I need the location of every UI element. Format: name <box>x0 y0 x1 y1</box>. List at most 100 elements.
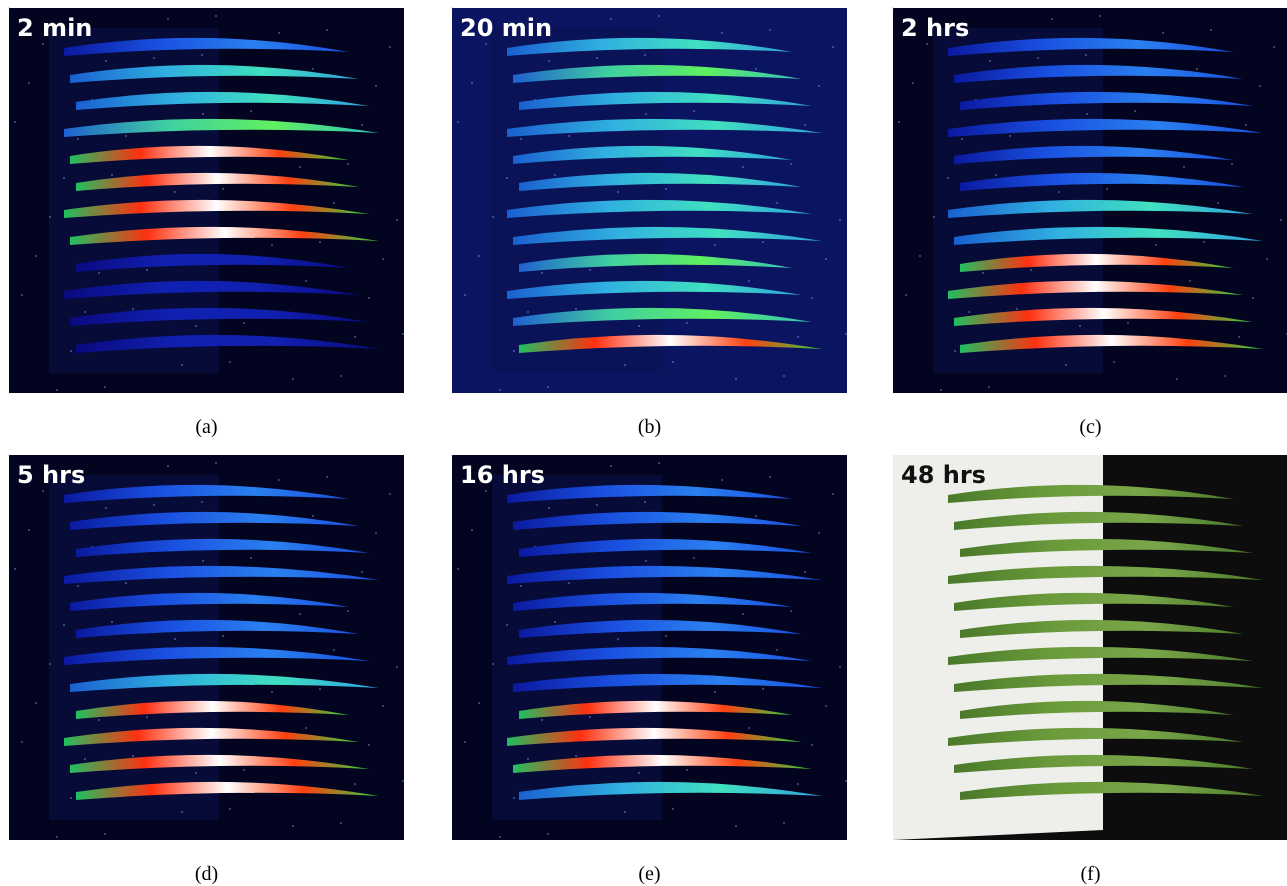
speckle <box>624 364 626 366</box>
time-label: 2 min <box>17 14 92 42</box>
speckle <box>783 822 785 824</box>
speckle <box>1238 336 1240 338</box>
speckle <box>1086 113 1088 115</box>
speckle <box>617 191 619 193</box>
speckle <box>541 719 543 721</box>
speckle <box>1245 124 1247 126</box>
speckle <box>125 135 127 137</box>
speckle <box>8 7 10 9</box>
speckle <box>174 191 176 193</box>
speckle <box>714 244 716 246</box>
speckle <box>28 82 30 84</box>
speckle <box>506 624 508 626</box>
speckle <box>1099 15 1101 17</box>
speckle <box>762 241 764 243</box>
speckle <box>77 138 79 140</box>
speckle <box>672 361 674 363</box>
speckle <box>333 202 335 204</box>
speckle <box>961 138 963 140</box>
speckle <box>1113 361 1115 363</box>
speckle <box>988 386 990 388</box>
speckle <box>804 571 806 573</box>
speckle <box>243 769 245 771</box>
speckle <box>271 244 273 246</box>
speckle <box>769 29 771 31</box>
panel: 48 hrs <box>893 455 1287 840</box>
speckle <box>892 7 894 9</box>
speckle <box>755 515 757 517</box>
speckle <box>125 582 127 584</box>
speckle <box>933 216 935 218</box>
speckle <box>658 462 660 464</box>
speckle <box>575 755 577 757</box>
speckle <box>49 216 51 218</box>
speckle <box>1203 241 1205 243</box>
speckle <box>104 833 106 835</box>
speckle <box>748 280 750 282</box>
speckle <box>686 322 688 324</box>
speckle <box>471 529 473 531</box>
speckle <box>665 635 667 637</box>
speckle <box>382 705 384 707</box>
speckle <box>63 177 65 179</box>
speckle <box>278 479 280 481</box>
speckle <box>845 333 847 335</box>
speckle <box>769 476 771 478</box>
speckle <box>982 272 984 274</box>
speckle <box>1217 202 1219 204</box>
speckle <box>513 350 515 352</box>
speckle <box>195 325 197 327</box>
speckle <box>811 744 813 746</box>
speckle <box>174 638 176 640</box>
speckle <box>181 811 183 813</box>
speckle <box>451 454 453 456</box>
time-label: 2 hrs <box>901 14 969 42</box>
speckle <box>361 571 363 573</box>
panel-caption: (a) <box>195 416 217 438</box>
speckle <box>305 280 307 282</box>
panel-caption: (d) <box>195 863 218 885</box>
panel: 5 hrs <box>8 454 404 840</box>
speckle <box>645 560 647 562</box>
speckle <box>721 479 723 481</box>
speckle <box>361 124 363 126</box>
speckle <box>21 294 23 296</box>
speckle <box>402 333 404 335</box>
speckle <box>790 610 792 612</box>
speckle <box>547 386 549 388</box>
speckle <box>589 269 591 271</box>
speckle <box>1085 54 1087 56</box>
speckle <box>1183 166 1185 168</box>
speckle <box>748 727 750 729</box>
time-label: 5 hrs <box>17 461 85 489</box>
speckle <box>1231 163 1233 165</box>
speckle <box>762 688 764 690</box>
speckle <box>954 350 956 352</box>
speckle <box>485 490 487 492</box>
speckle <box>312 515 314 517</box>
speckle <box>804 124 806 126</box>
speckle <box>1196 68 1198 70</box>
speckle <box>919 255 921 257</box>
speckle <box>222 188 224 190</box>
speckle <box>485 43 487 45</box>
speckle <box>940 389 942 391</box>
speckle <box>735 378 737 380</box>
speckle <box>111 621 113 623</box>
speckle <box>464 741 466 743</box>
speckle <box>693 110 695 112</box>
speckle <box>402 780 404 782</box>
speckle <box>299 166 301 168</box>
speckle <box>755 68 757 70</box>
speckle <box>42 43 44 45</box>
speckle <box>1280 219 1282 221</box>
speckle <box>457 568 459 570</box>
speckle <box>146 716 148 718</box>
speckle <box>28 529 30 531</box>
speckle <box>375 85 377 87</box>
speckle <box>98 272 100 274</box>
speckle <box>42 490 44 492</box>
speckle <box>568 582 570 584</box>
speckle <box>312 68 314 70</box>
speckle <box>292 825 294 827</box>
